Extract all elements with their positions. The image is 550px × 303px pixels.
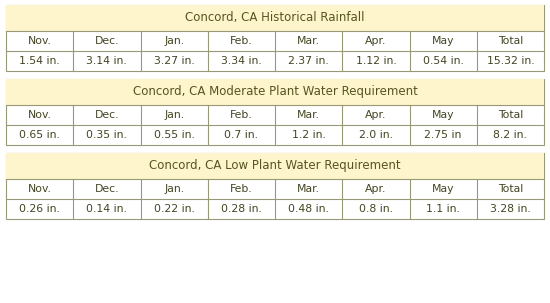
Text: Total: Total	[498, 110, 523, 120]
Text: Feb.: Feb.	[230, 110, 253, 120]
Bar	[6, 153, 544, 179]
Bar	[6, 5, 544, 71]
Text: Mar.: Mar.	[297, 184, 320, 194]
Text: 0.14 in.: 0.14 in.	[86, 204, 127, 214]
Text: 0.48 in.: 0.48 in.	[288, 204, 329, 214]
Text: May: May	[432, 36, 454, 46]
Text: Apr.: Apr.	[365, 36, 387, 46]
Text: 3.27 in.: 3.27 in.	[154, 56, 195, 66]
Text: 1.1 in.: 1.1 in.	[426, 204, 460, 214]
Text: Apr.: Apr.	[365, 110, 387, 120]
Text: Dec.: Dec.	[95, 184, 119, 194]
Text: Total: Total	[498, 184, 523, 194]
Text: Apr.: Apr.	[365, 184, 387, 194]
Text: May: May	[432, 184, 454, 194]
Text: 0.7 in.: 0.7 in.	[224, 130, 258, 140]
Text: Concord, CA Low Plant Water Requirement: Concord, CA Low Plant Water Requirement	[149, 159, 401, 172]
Text: 0.22 in.: 0.22 in.	[153, 204, 195, 214]
Text: 1.54 in.: 1.54 in.	[19, 56, 60, 66]
Bar	[6, 79, 544, 145]
Text: 0.55 in.: 0.55 in.	[153, 130, 195, 140]
Text: Concord, CA Historical Rainfall: Concord, CA Historical Rainfall	[185, 12, 365, 25]
Text: 0.8 in.: 0.8 in.	[359, 204, 393, 214]
Text: Nov.: Nov.	[28, 110, 52, 120]
Text: Nov.: Nov.	[28, 184, 52, 194]
Text: 1.2 in.: 1.2 in.	[292, 130, 326, 140]
Text: 3.28 in.: 3.28 in.	[490, 204, 531, 214]
Text: Total: Total	[498, 36, 523, 46]
Text: 2.0 in.: 2.0 in.	[359, 130, 393, 140]
Text: Mar.: Mar.	[297, 36, 320, 46]
Text: 0.28 in.: 0.28 in.	[221, 204, 262, 214]
Text: Jan.: Jan.	[164, 36, 184, 46]
Text: Mar.: Mar.	[297, 110, 320, 120]
Text: 0.35 in.: 0.35 in.	[86, 130, 127, 140]
Bar	[6, 79, 544, 105]
Text: 3.14 in.: 3.14 in.	[86, 56, 127, 66]
Text: 0.54 in.: 0.54 in.	[423, 56, 464, 66]
Text: Jan.: Jan.	[164, 110, 184, 120]
Text: Feb.: Feb.	[230, 184, 253, 194]
Text: 0.65 in.: 0.65 in.	[19, 130, 60, 140]
Text: 2.75 in: 2.75 in	[425, 130, 462, 140]
Text: Dec.: Dec.	[95, 36, 119, 46]
Text: 3.34 in.: 3.34 in.	[221, 56, 262, 66]
Text: 15.32 in.: 15.32 in.	[487, 56, 534, 66]
Bar	[6, 5, 544, 31]
Text: 1.12 in.: 1.12 in.	[355, 56, 396, 66]
Text: Jan.: Jan.	[164, 184, 184, 194]
Text: 2.37 in.: 2.37 in.	[288, 56, 329, 66]
Text: Nov.: Nov.	[28, 36, 52, 46]
Text: Concord, CA Moderate Plant Water Requirement: Concord, CA Moderate Plant Water Require…	[133, 85, 417, 98]
Text: Feb.: Feb.	[230, 36, 253, 46]
Text: 8.2 in.: 8.2 in.	[493, 130, 527, 140]
Text: Dec.: Dec.	[95, 110, 119, 120]
Text: May: May	[432, 110, 454, 120]
Bar	[6, 153, 544, 219]
Text: 0.26 in.: 0.26 in.	[19, 204, 60, 214]
